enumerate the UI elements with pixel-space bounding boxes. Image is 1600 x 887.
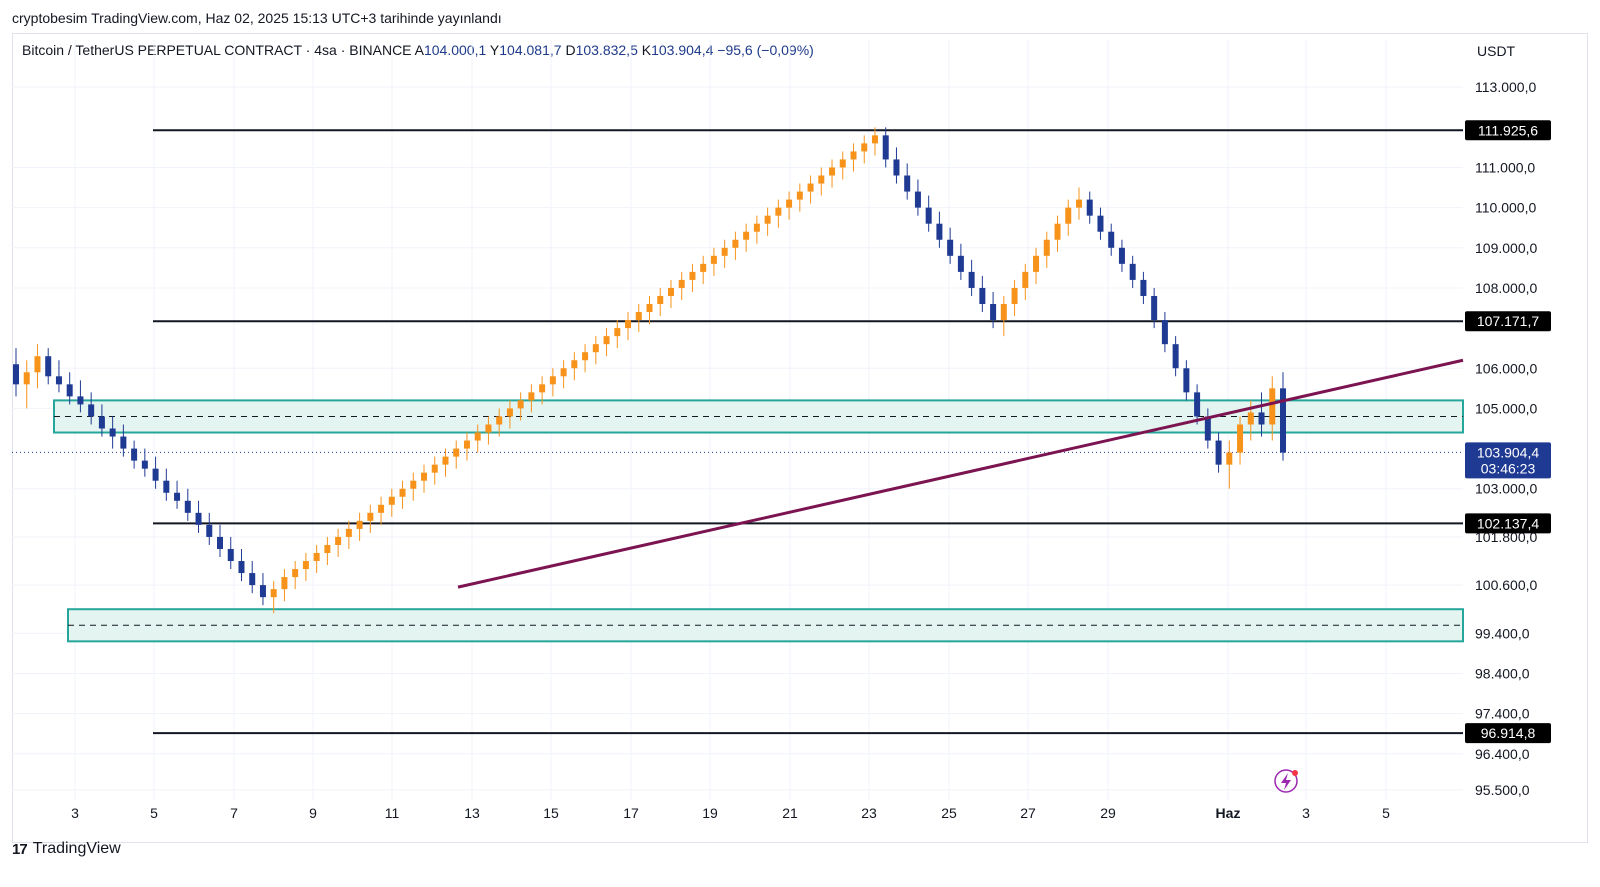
close-value: 103.904,4 bbox=[651, 42, 714, 58]
published-caption: cryptobesim TradingView.com, Haz 02, 202… bbox=[12, 10, 502, 26]
high-label: Y bbox=[489, 42, 500, 58]
tradingview-brand[interactable]: 17 TradingView bbox=[12, 840, 121, 858]
open-label: A bbox=[414, 42, 424, 58]
low-value: 103.832,5 bbox=[575, 42, 638, 58]
low-label: D bbox=[565, 42, 576, 58]
close-label: K bbox=[641, 42, 652, 58]
change-value: −95,6 (−0,09%) bbox=[717, 42, 814, 58]
symbol-name[interactable]: Bitcoin / TetherUS PERPETUAL CONTRACT · … bbox=[22, 42, 412, 58]
chart-frame bbox=[12, 33, 1588, 843]
brand-name: TradingView bbox=[32, 840, 121, 857]
open-value: 104.000,1 bbox=[423, 42, 487, 58]
tradingview-logo-icon: 17 bbox=[12, 840, 28, 858]
currency-label[interactable]: USDT bbox=[1477, 43, 1516, 59]
symbol-legend: Bitcoin / TetherUS PERPETUAL CONTRACT · … bbox=[22, 42, 814, 58]
high-value: 104.081,7 bbox=[499, 42, 562, 58]
